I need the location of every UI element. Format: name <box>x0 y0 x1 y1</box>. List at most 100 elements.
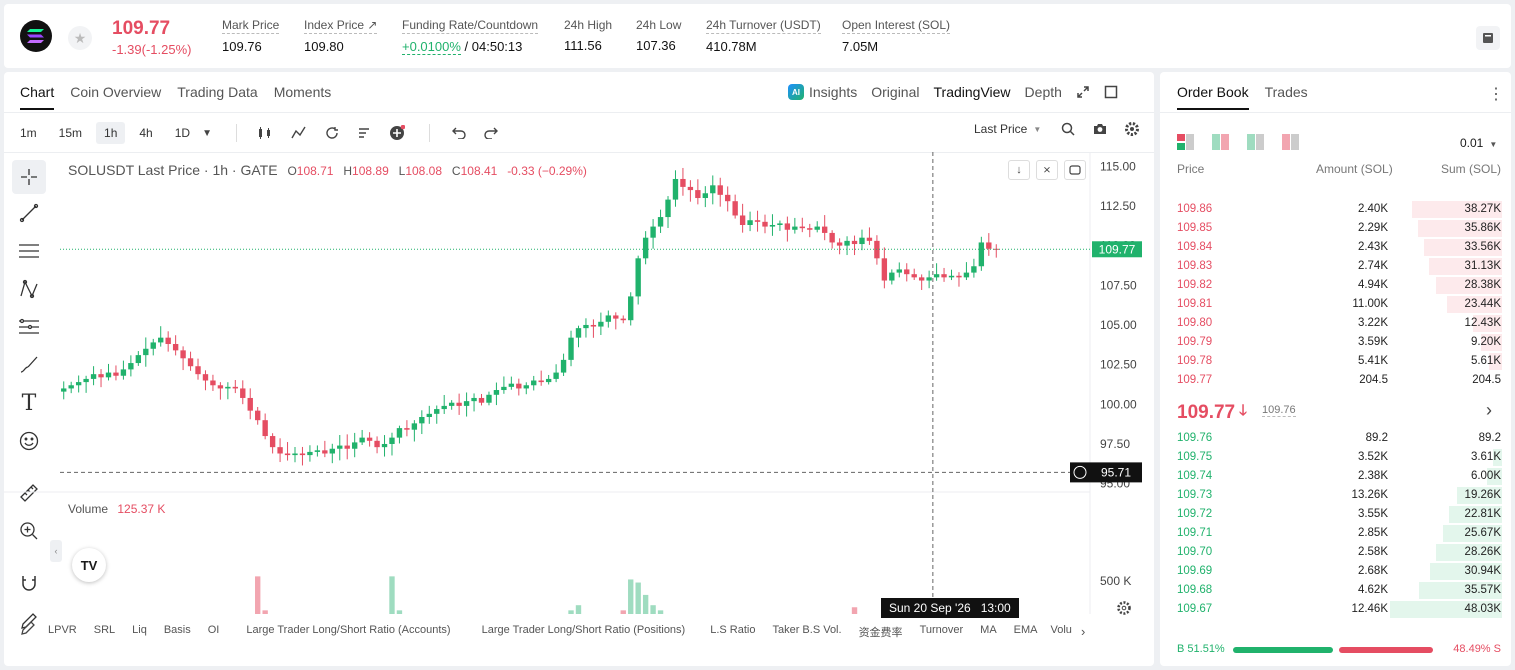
search-icon[interactable] <box>1061 122 1075 136</box>
timeframe-4h[interactable]: 4h <box>139 126 153 140</box>
horizontal-lines-tool-icon[interactable] <box>12 232 46 270</box>
chevron-right-icon[interactable]: › <box>1486 400 1492 420</box>
templates-icon[interactable] <box>357 126 371 140</box>
crosshair-tool-icon[interactable] <box>12 160 46 194</box>
bid-row[interactable]: 109.70 2.58K 28.26K <box>1160 543 1511 562</box>
indicator-tab[interactable]: 资金费率 <box>858 627 903 639</box>
tab-coin-overview[interactable]: Coin Overview <box>70 84 162 100</box>
ask-row[interactable]: 109.84 2.43K 33.56K <box>1160 238 1511 257</box>
indicator-tab[interactable]: MA <box>980 624 997 636</box>
ask-row[interactable]: 109.77 204.5 204.5 <box>1160 371 1511 390</box>
pattern-tool-icon[interactable] <box>12 270 46 308</box>
candle <box>642 237 649 259</box>
redo-icon[interactable] <box>484 127 498 139</box>
replay-icon[interactable] <box>325 126 339 140</box>
indicator-tab[interactable]: Large Trader Long/Short Ratio (Positions… <box>481 624 686 636</box>
indicator-tab[interactable]: Volu <box>1050 624 1072 636</box>
settings-gear-icon[interactable] <box>1125 122 1140 136</box>
chevron-down-icon[interactable]: ▼ <box>202 127 212 139</box>
bid-row[interactable]: 109.73 13.26K 19.26K <box>1160 486 1511 505</box>
text-tool-icon[interactable]: T <box>21 390 37 416</box>
collapse-toolbar-handle[interactable]: ‹ <box>50 540 62 562</box>
bid-row[interactable]: 109.67 12.46K 48.03K <box>1160 600 1511 619</box>
favorite-star-icon[interactable]: ★ <box>68 26 92 50</box>
chevron-right-icon[interactable]: › <box>1080 624 1086 639</box>
pencil-icon[interactable] <box>20 620 36 636</box>
alert-add-icon[interactable] <box>389 125 405 141</box>
ask-row[interactable]: 109.82 4.94K 28.38K <box>1160 276 1511 295</box>
timeframe-1m[interactable]: 1m <box>20 126 37 140</box>
ask-row[interactable]: 109.79 3.59K 9.20K <box>1160 333 1511 352</box>
price-chart[interactable]: 115.00112.50110.00107.50105.00102.50100.… <box>4 152 1154 614</box>
reset-icon[interactable] <box>1064 160 1086 180</box>
tab-original[interactable]: Original <box>871 84 920 100</box>
ask-row[interactable]: 109.86 2.40K 38.27K <box>1160 200 1511 219</box>
indicator-tab[interactable]: LPVR <box>48 624 77 636</box>
camera-icon[interactable] <box>1093 123 1107 135</box>
ask-row[interactable]: 109.78 5.41K 5.61K <box>1160 352 1511 371</box>
bid-row[interactable]: 109.76 89.2 89.2 <box>1160 429 1511 448</box>
ask-row[interactable]: 109.81 11.00K 23.44K <box>1160 295 1511 314</box>
timeframe-15m[interactable]: 15m <box>58 126 83 140</box>
bid-row[interactable]: 109.72 3.55K 22.81K <box>1160 505 1511 524</box>
fullscreen-icon[interactable] <box>1104 85 1118 99</box>
chart-settings-icon[interactable] <box>1116 600 1132 616</box>
ask-row[interactable]: 109.80 3.22K 12.43K <box>1160 314 1511 333</box>
bid-row[interactable]: 109.68 4.62K 35.57K <box>1160 581 1511 600</box>
price-type-select[interactable]: Last Price <box>974 122 1028 136</box>
caret-down-icon[interactable]: ▼ <box>1033 124 1042 134</box>
tab-trades[interactable]: Trades <box>1264 84 1308 100</box>
indicator-tab[interactable]: Liq <box>132 624 147 636</box>
layout-bids-icon[interactable] <box>1247 134 1264 150</box>
indicator-tab[interactable]: SRL <box>93 624 116 636</box>
bid-row[interactable]: 109.69 2.68K 30.94K <box>1160 562 1511 581</box>
trendline-tool-icon[interactable] <box>12 194 46 232</box>
timeframe-1h[interactable]: 1h <box>96 122 126 144</box>
candle-type-icon[interactable] <box>257 126 273 140</box>
row-sum: 33.56K <box>1464 241 1501 253</box>
expand-icon[interactable] <box>1076 85 1090 99</box>
tab-moments[interactable]: Moments <box>273 84 332 100</box>
timeframe-1d[interactable]: 1D <box>174 126 191 140</box>
ask-row[interactable]: 109.85 2.29K 35.86K <box>1160 219 1511 238</box>
tab-order-book[interactable]: Order Book <box>1177 84 1249 110</box>
bid-row[interactable]: 109.74 2.38K 6.00K <box>1160 467 1511 486</box>
zoom-in-tool-icon[interactable] <box>12 512 46 550</box>
stat-index-price[interactable]: Index Price ↗ 109.80 <box>304 18 378 54</box>
layout-split-icon[interactable] <box>1212 134 1229 150</box>
indicator-tab[interactable]: L.S Ratio <box>710 624 756 636</box>
tab-chart[interactable]: Chart <box>20 84 55 110</box>
indicator-tab[interactable]: Basis <box>163 624 191 636</box>
undo-icon[interactable] <box>451 127 466 139</box>
candle <box>784 223 791 230</box>
brush-tool-icon[interactable] <box>12 346 46 384</box>
tab-depth[interactable]: Depth <box>1024 84 1062 100</box>
book-icon[interactable] <box>1476 26 1500 50</box>
tradingview-logo-icon[interactable]: TV <box>72 548 106 582</box>
arrow-down-icon[interactable]: ↓ <box>1008 160 1030 180</box>
layout-asks-icon[interactable] <box>1282 134 1299 150</box>
bid-row[interactable]: 109.75 3.52K 3.61K <box>1160 448 1511 467</box>
indicator-tab[interactable]: Large Trader Long/Short Ratio (Accounts) <box>246 624 451 636</box>
row-sum: 25.67K <box>1464 527 1501 539</box>
indicator-tab[interactable]: EMA <box>1013 624 1038 636</box>
tab-trading-data[interactable]: Trading Data <box>177 84 258 100</box>
precision-select[interactable]: 0.01 ▼ <box>1460 136 1498 150</box>
tab-insights[interactable]: AI Insights <box>788 84 857 100</box>
emoji-tool-icon[interactable] <box>12 422 46 460</box>
fib-tool-icon[interactable] <box>12 308 46 346</box>
more-options-icon[interactable]: ⋮ <box>1488 86 1504 103</box>
tab-tradingview[interactable]: TradingView <box>933 84 1011 100</box>
bid-row[interactable]: 109.71 2.85K 25.67K <box>1160 524 1511 543</box>
layout-both-icon[interactable] <box>1177 134 1194 150</box>
indicator-tab[interactable]: OI <box>207 624 220 636</box>
indicators-icon[interactable] <box>291 126 307 140</box>
crosshair-add-icon <box>1073 465 1087 479</box>
row-price: 109.77 <box>1177 374 1213 386</box>
magnet-tool-icon[interactable] <box>12 564 46 602</box>
indicator-tab[interactable]: Turnover <box>919 624 964 636</box>
ruler-tool-icon[interactable] <box>12 474 46 512</box>
collapse-icon[interactable]: ⨯ <box>1036 160 1058 180</box>
ask-row[interactable]: 109.83 2.74K 31.13K <box>1160 257 1511 276</box>
indicator-tab[interactable]: Taker B.S Vol. <box>772 624 842 636</box>
